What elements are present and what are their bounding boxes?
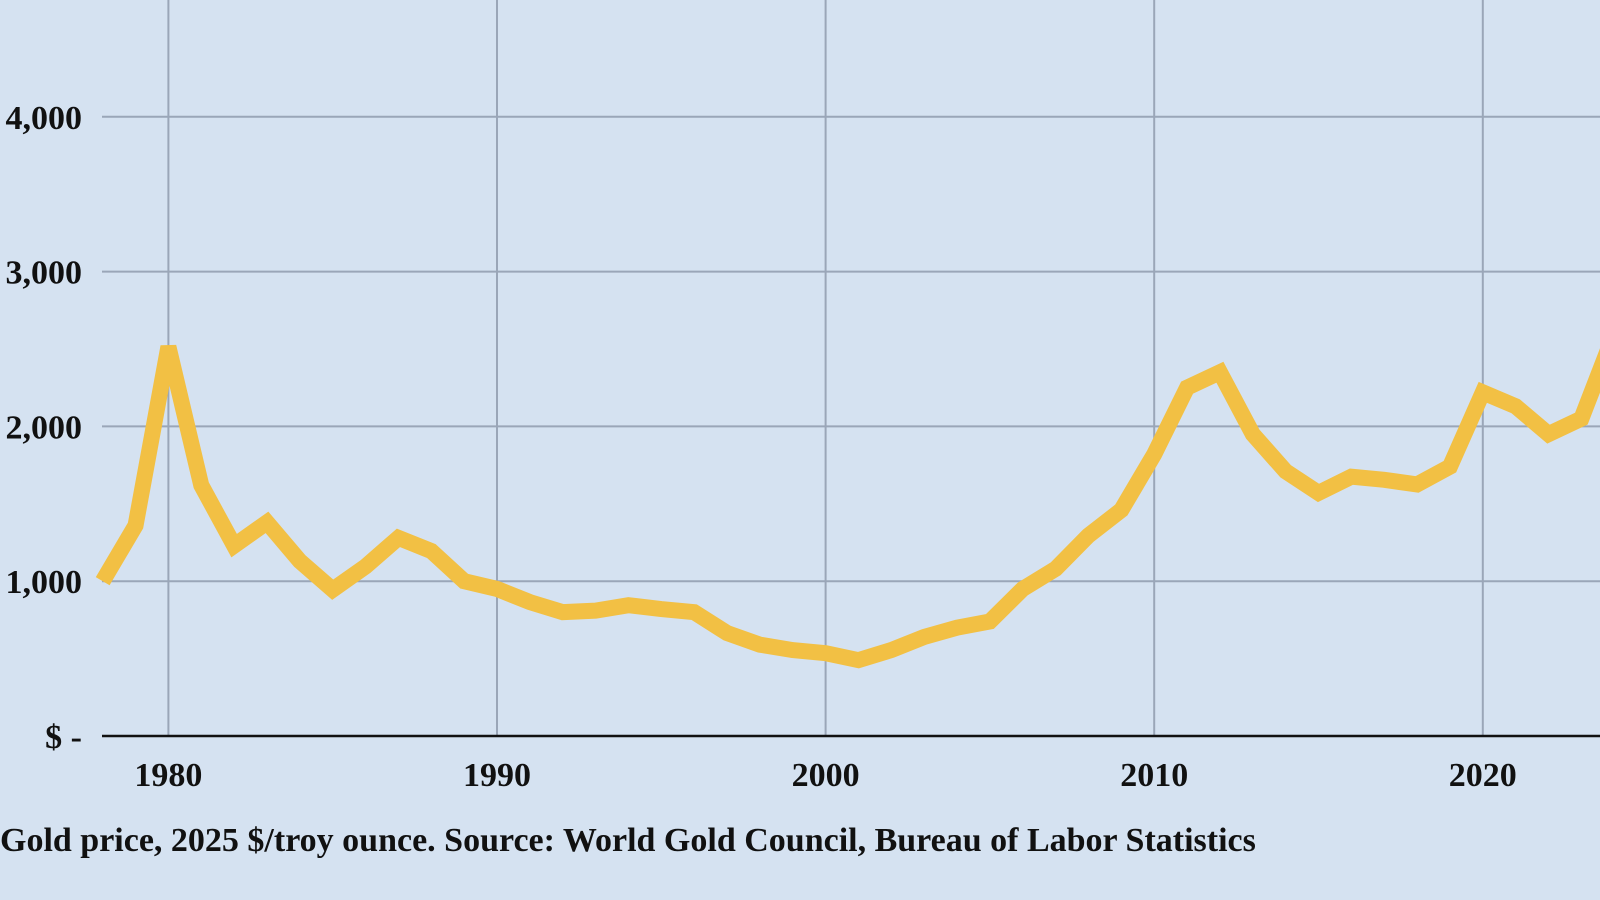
x-tick-label: 1980 bbox=[134, 757, 202, 794]
y-tick-label: $ - bbox=[45, 719, 82, 756]
y-tick-label: 4,000 bbox=[6, 100, 83, 137]
x-tick-label: 1990 bbox=[463, 757, 531, 794]
y-tick-label: 3,000 bbox=[6, 255, 83, 292]
chart-caption: Gold price, 2025 $/troy ounce. Source: W… bbox=[0, 822, 1256, 859]
series-line-gold-price bbox=[95, 344, 1600, 669]
y-tick-label: 1,000 bbox=[6, 564, 83, 601]
gridlines bbox=[102, 0, 1600, 736]
x-axis-ticks: 1980 1990 2000 2010 2020 bbox=[134, 757, 1516, 794]
x-tick-label: 2000 bbox=[792, 757, 860, 794]
x-tick-label: 2020 bbox=[1449, 757, 1517, 794]
y-axis-ticks: $ - 1,000 2,000 3,000 4,000 bbox=[6, 100, 83, 756]
y-tick-label: 2,000 bbox=[6, 409, 83, 446]
x-tick-label: 2010 bbox=[1120, 757, 1188, 794]
